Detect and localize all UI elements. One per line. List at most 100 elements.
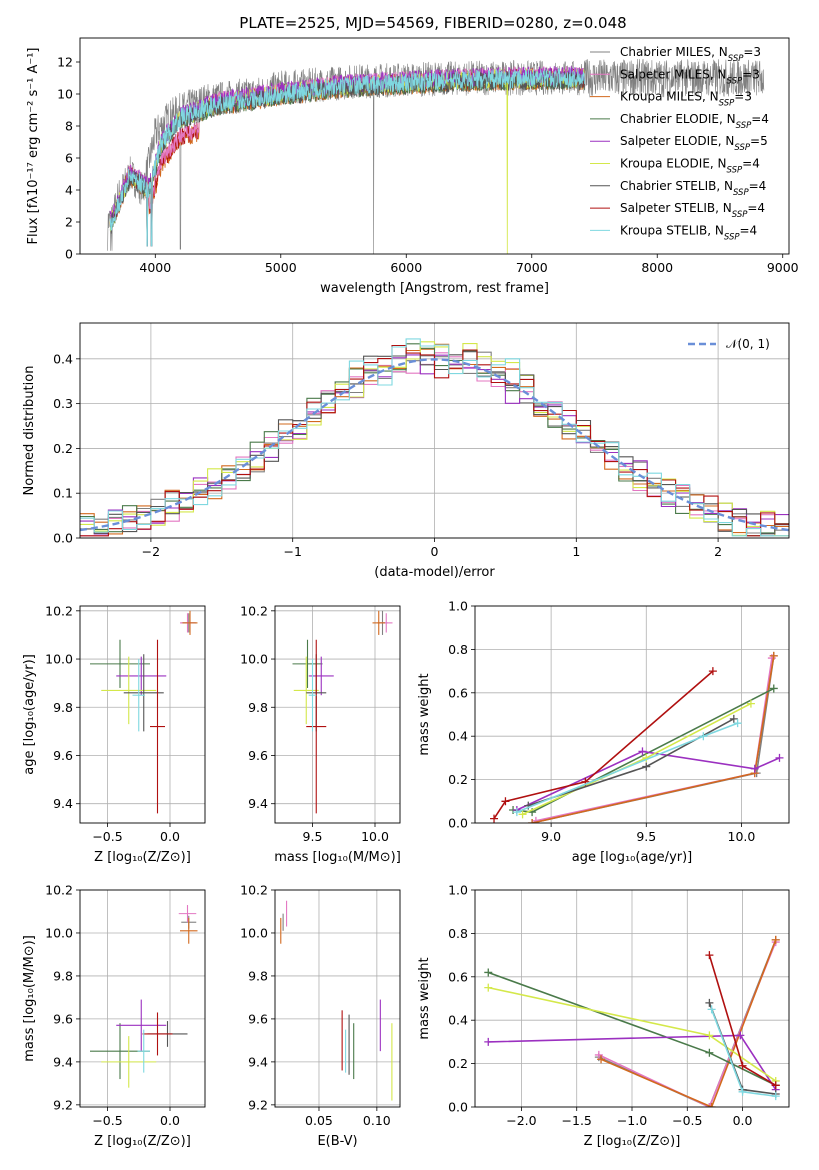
panel-weight_vs_age: 9.0 9.5 10.0 0.0 0.2 0.4 0.6 0.8 1.0 age [log₁₀(a… xyxy=(417,599,790,865)
weight-line xyxy=(600,939,777,1107)
weight-marker xyxy=(746,699,755,708)
x-tick-label: 6000 xyxy=(390,260,422,275)
weight-marker xyxy=(771,1081,780,1090)
y-tick-label: 9.4 xyxy=(248,796,268,811)
spectrum-model-line xyxy=(109,68,585,247)
x-tick-label: 9.0 xyxy=(541,829,561,844)
weight-marker xyxy=(484,968,493,977)
weight-line xyxy=(531,655,775,823)
y-tick-label: 10.0 xyxy=(240,652,268,667)
y-tick-label: 8 xyxy=(65,119,73,134)
legend-count: =4 xyxy=(747,201,765,215)
y-tick-label: 0.2 xyxy=(448,772,468,787)
panel-age_vs_Z: −0.5 0.0 9.4 9.6 9.8 10.0 10.2 Z [log₁₀(Z/Z⊙)] a… xyxy=(22,603,206,865)
panel-mass_vs_EBV: 0.05 0.10 9.2 9.4 9.6 9.8 10.0 10.2 E(B-V) xyxy=(240,883,401,1149)
x-tick-label: 0.0 xyxy=(733,1113,753,1128)
y-tick-label: 9.4 xyxy=(53,1054,73,1069)
y-tick-label: 9.6 xyxy=(53,1011,73,1026)
weight-marker xyxy=(597,1055,606,1064)
x-tick-label: 0.10 xyxy=(363,1113,391,1128)
x-tick-label: 7000 xyxy=(516,260,548,275)
plot-area-weight_vs_age xyxy=(490,651,784,823)
axes-frame xyxy=(79,889,206,1108)
y-tick-label: 0.2 xyxy=(448,1056,468,1071)
x-tick-label: 9000 xyxy=(767,260,799,275)
y-tick-label: 10 xyxy=(57,87,73,102)
axes-frame xyxy=(274,889,401,1108)
y-tick-label: 10.2 xyxy=(240,603,268,618)
weight-marker xyxy=(518,810,527,819)
y-tick-label: 4 xyxy=(65,183,73,198)
panel-age_vs_mass: 9.5 10.0 9.4 9.6 9.8 10.0 10.2 mass [log₁₀(M/M⊙… xyxy=(240,603,401,865)
weight-marker xyxy=(528,819,537,823)
weight-marker xyxy=(729,714,738,723)
x-axis-label: (data-model)/error xyxy=(374,565,495,580)
weight-marker xyxy=(638,747,647,756)
panels: 4000 5000 6000 7000 8000 9000024681012wavelen… xyxy=(22,37,799,1149)
weight-marker xyxy=(769,651,778,660)
y-tick-label: 9.8 xyxy=(53,968,73,983)
weight-marker xyxy=(771,935,780,944)
legend-subscript: SSP xyxy=(736,121,752,131)
legend-subscript: SSP xyxy=(733,188,749,198)
x-axis-label: Z [log₁₀(Z/Z⊙)] xyxy=(94,1134,191,1149)
weight-marker xyxy=(484,983,493,992)
plot-area-age_vs_mass xyxy=(292,610,393,814)
y-tick-label: 0.4 xyxy=(53,351,73,366)
weight-marker xyxy=(705,1103,714,1107)
x-axis-label: Z [log₁₀(Z/Z⊙)] xyxy=(584,1134,681,1149)
plot-area-mass_vs_EBV xyxy=(280,900,393,1101)
x-tick-label: 9.5 xyxy=(303,829,323,844)
weight-marker xyxy=(705,1031,714,1040)
weight-marker xyxy=(707,1103,716,1107)
x-tick-label: −0.5 xyxy=(672,1113,702,1128)
y-tick-label: 10.0 xyxy=(45,925,73,940)
y-tick-label: 0.6 xyxy=(448,685,468,700)
legend-subscript: SSP xyxy=(724,232,740,242)
plot-area-mass_vs_Z xyxy=(90,905,198,1088)
x-tick-label: −0.5 xyxy=(92,1113,122,1128)
x-tick-label: −2 xyxy=(142,544,160,559)
plot-area-age_vs_Z xyxy=(90,610,198,814)
legend-entry: Chabrier STELIB, NSSP=4 xyxy=(620,179,766,198)
legend-count: =4 xyxy=(740,223,758,237)
x-tick-label: 0 xyxy=(431,544,439,559)
y-tick-label: 0.0 xyxy=(448,1100,468,1115)
x-tick-label: −1.5 xyxy=(562,1113,592,1128)
axes-frame xyxy=(79,37,790,255)
y-tick-label: 0.6 xyxy=(448,969,468,984)
x-tick-label: 5000 xyxy=(265,260,297,275)
axes-frame xyxy=(474,605,790,824)
residual-histogram xyxy=(80,341,789,537)
y-tick-label: 12 xyxy=(57,55,73,70)
legend-entry: Salpeter ELODIE, NSSP=5 xyxy=(620,134,768,153)
legend-entry: Salpeter STELIB, NSSP=4 xyxy=(620,201,765,220)
legend-count: =4 xyxy=(742,157,760,171)
y-tick-label: 6 xyxy=(65,151,73,166)
weight-line xyxy=(516,750,780,811)
y-axis-label: age [log₁₀(age/yr)] xyxy=(22,654,37,775)
figure-title: PLATE=2525, MJD=54569, FIBERID=0280, z=0… xyxy=(239,14,626,32)
x-tick-label: −0.5 xyxy=(92,829,122,844)
x-axis-label: Z [log₁₀(Z/Z⊙)] xyxy=(94,850,191,865)
x-tick-label: 0.0 xyxy=(160,1113,180,1128)
weight-marker xyxy=(738,1087,747,1096)
weight-marker xyxy=(769,684,778,693)
y-tick-label: 1.0 xyxy=(448,599,468,614)
y-tick-label: 10.2 xyxy=(240,883,268,898)
y-tick-label: 9.6 xyxy=(53,748,73,763)
x-tick-label: −1.0 xyxy=(617,1113,647,1128)
weight-line xyxy=(493,670,714,820)
weight-marker xyxy=(490,814,499,823)
y-axis-label: mass weight xyxy=(417,957,432,1039)
x-axis-label: E(B-V) xyxy=(317,1134,357,1149)
plot-area-spectrum xyxy=(107,58,765,254)
y-tick-label: 10.2 xyxy=(45,603,73,618)
legend-entry: Kroupa ELODIE, NSSP=4 xyxy=(620,157,760,176)
y-tick-label: 10.0 xyxy=(45,652,73,667)
y-tick-label: 0.8 xyxy=(448,642,468,657)
residual-histogram xyxy=(80,338,789,537)
y-tick-label: 0.0 xyxy=(448,816,468,831)
x-tick-label: 4000 xyxy=(139,260,171,275)
